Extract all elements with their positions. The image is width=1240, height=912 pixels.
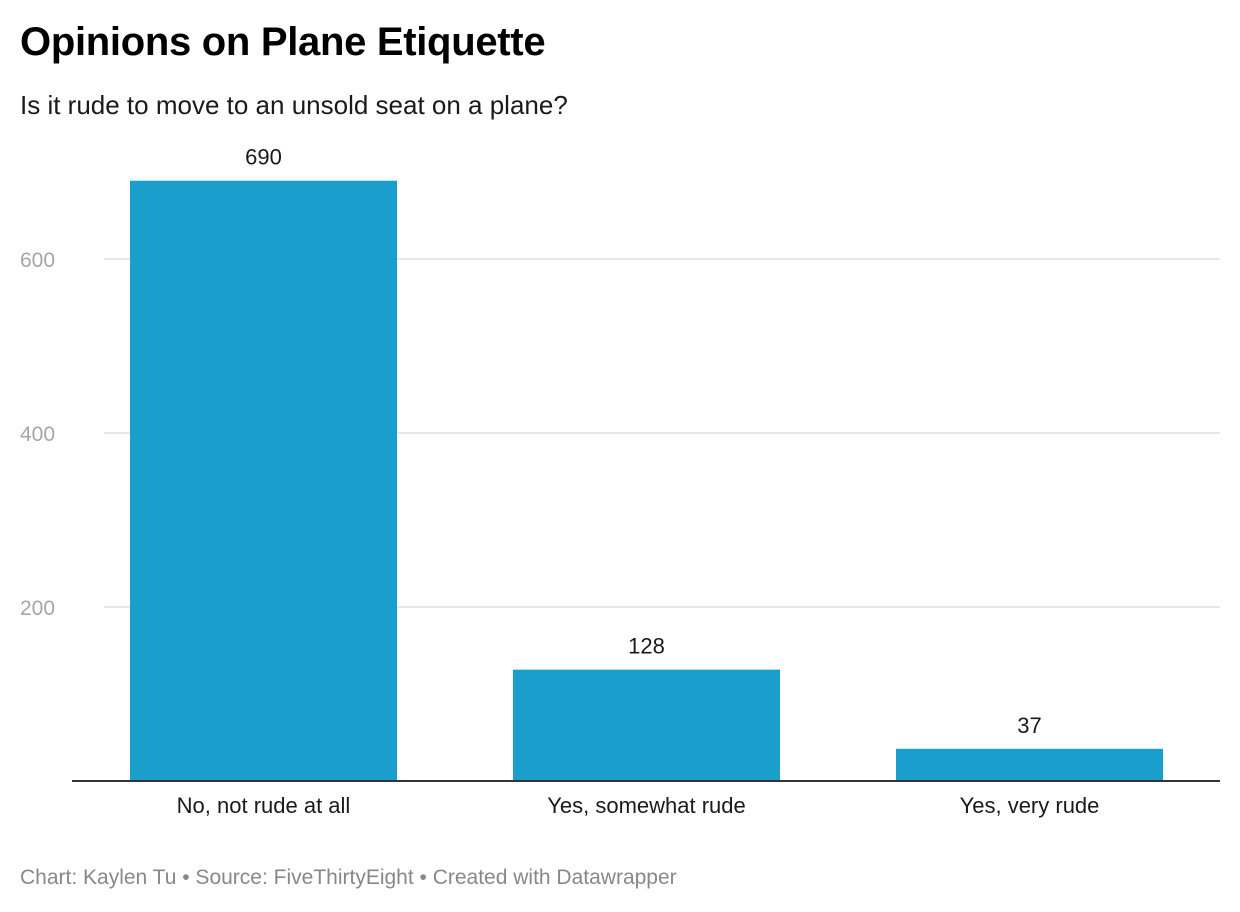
bar-1	[130, 180, 397, 781]
category-label-2: Yes, somewhat rude	[547, 793, 746, 818]
chart-subtitle: Is it rude to move to an unsold seat on …	[20, 90, 568, 120]
value-label-1: 690	[245, 145, 282, 170]
value-label-2: 128	[628, 634, 665, 659]
chart-footer-credit: Chart: Kaylen Tu • Source: FiveThirtyEig…	[20, 866, 677, 889]
category-label-3: Yes, very rude	[960, 793, 1100, 818]
y-tick-label-400: 400	[20, 423, 55, 446]
value-label-3: 37	[1017, 713, 1041, 738]
chart-title: Opinions on Plane Etiquette	[20, 20, 546, 64]
y-tick-label-600: 600	[20, 249, 55, 272]
bar-2	[513, 669, 780, 781]
category-label-1: No, not rude at all	[177, 793, 351, 818]
bar-3	[896, 748, 1163, 781]
y-tick-label-200: 200	[20, 597, 55, 620]
